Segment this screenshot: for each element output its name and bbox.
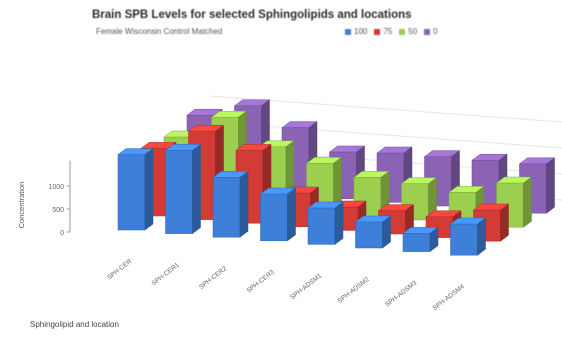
x-tick-label: SPH-ADSM1 — [289, 272, 323, 301]
bar-side — [144, 148, 154, 231]
y-tick-label: 0 — [60, 230, 64, 237]
legend-label-2: 75 — [383, 27, 393, 36]
bar-front — [165, 150, 193, 234]
legend-item-3: 50 — [399, 27, 417, 36]
bar-side — [239, 170, 249, 238]
chart-title: Brain SPB Levels for selected Sphingolip… — [92, 9, 412, 21]
x-axis-label: Sphingolipid and location — [30, 320, 119, 329]
chart-subtitle: Female Wisconsin Control Matched — [96, 27, 223, 36]
legend-swatch-4 — [424, 28, 431, 35]
x-tick-label: SPH-ADSM4 — [432, 283, 466, 312]
chart-legend: 100 75 50 0 — [345, 27, 438, 36]
x-tick-label: SPH-CER1 — [151, 261, 182, 287]
y-axis-label: Concentration — [17, 182, 26, 229]
legend-item-4: 0 — [424, 27, 438, 36]
bar-front — [212, 177, 241, 238]
bar-front — [355, 221, 383, 249]
y-tick-label: 500 — [52, 207, 64, 214]
bar-side — [477, 217, 486, 256]
bar-side — [287, 187, 296, 242]
bar-front — [117, 154, 146, 231]
legend-label-4: 0 — [433, 27, 438, 36]
grid-line — [209, 95, 562, 123]
x-tick-label: SPH-CER — [106, 258, 134, 282]
legend-swatch-3 — [399, 28, 406, 35]
bar-side — [334, 201, 344, 245]
bar-side — [192, 143, 201, 235]
y-tick-label: 1000 — [48, 184, 64, 191]
bar-front — [307, 207, 336, 245]
legend-label-1: 100 — [354, 27, 368, 36]
bar-side — [382, 215, 391, 249]
x-tick-label: SPH-CER3 — [246, 269, 277, 295]
legend-swatch-2 — [374, 28, 381, 35]
grid-line — [209, 121, 562, 149]
legend-swatch-1 — [345, 28, 351, 35]
bar-front — [402, 233, 431, 252]
bar-front — [260, 193, 288, 242]
bar-side — [429, 226, 439, 253]
bar-side — [546, 157, 555, 214]
bar-side — [500, 203, 509, 242]
x-tick-label: SPH-CER2 — [198, 265, 229, 291]
bar-front — [450, 223, 478, 256]
bar-side — [523, 176, 532, 228]
x-tick-label: SPH-ADSM3 — [384, 279, 418, 308]
legend-item-2: 75 — [374, 27, 392, 36]
x-tick-label: SPH-ADSM2 — [337, 276, 371, 305]
legend-item-1: 100 — [345, 27, 367, 36]
legend-label-3: 50 — [408, 27, 418, 36]
